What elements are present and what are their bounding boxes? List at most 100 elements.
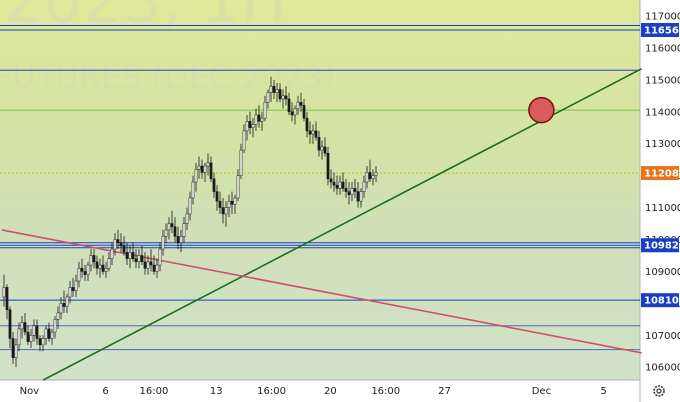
candle — [254, 108, 258, 131]
candle — [212, 172, 216, 198]
candle — [248, 111, 252, 135]
candle — [206, 153, 210, 176]
candle — [23, 312, 27, 336]
candle — [281, 89, 285, 109]
candle — [41, 335, 45, 352]
candle — [2, 274, 6, 307]
candle — [329, 169, 333, 189]
candle — [140, 245, 144, 266]
candle — [245, 114, 249, 141]
candle — [200, 159, 204, 179]
candle — [119, 233, 123, 253]
candle — [374, 166, 378, 183]
candle — [98, 258, 102, 278]
candle — [368, 159, 372, 183]
candle — [335, 175, 339, 195]
candle — [359, 188, 363, 208]
candle — [263, 95, 267, 122]
candle — [230, 191, 234, 214]
y-tick-label: 116000 — [645, 43, 680, 54]
target-marker — [528, 96, 555, 124]
candle — [152, 255, 156, 275]
candle — [80, 258, 84, 278]
candle — [107, 252, 111, 272]
candle — [332, 172, 336, 192]
x-tick-label: Dec — [532, 386, 551, 397]
candle — [305, 111, 309, 138]
candle — [131, 242, 135, 262]
price-badge-label: 109820 — [644, 241, 680, 252]
candle — [134, 249, 138, 269]
candle — [74, 274, 78, 297]
y-tick-label: 107000 — [645, 331, 680, 342]
watermark-line1: 2023, 1H — [4, 0, 287, 37]
price-badge-label: 116560 — [644, 26, 680, 37]
candle — [326, 146, 330, 186]
candle — [293, 105, 297, 125]
chart-background — [0, 0, 640, 380]
gear-icon[interactable] — [653, 385, 665, 397]
candle — [26, 325, 30, 345]
candle — [143, 252, 147, 275]
y-tick-label: 114000 — [645, 107, 680, 118]
candle — [191, 175, 195, 205]
candle — [65, 293, 69, 313]
candle — [59, 296, 63, 320]
candle — [266, 89, 270, 109]
candle — [218, 191, 222, 214]
y-tick-label: 106000 — [645, 363, 680, 374]
candle — [197, 156, 201, 179]
candle — [137, 249, 141, 269]
time-axis-background — [0, 380, 640, 402]
candle — [179, 229, 183, 253]
candle — [362, 175, 366, 198]
candle — [296, 95, 300, 115]
candle — [170, 210, 174, 234]
time-axis: Nov 6 16:00 13 16:00 20 16:00 27 Dec 5 — [20, 386, 607, 397]
candle — [311, 124, 315, 144]
candle — [194, 162, 198, 192]
candle — [203, 162, 207, 183]
y-tick-label: 117000 — [645, 11, 680, 22]
candle — [353, 178, 357, 198]
price-badge-label: 112080 — [644, 169, 680, 180]
candle — [284, 86, 288, 106]
candle — [128, 245, 132, 269]
candle — [185, 207, 189, 230]
price-axis-background — [640, 0, 680, 402]
candle — [29, 328, 33, 349]
target-circle — [528, 96, 555, 124]
price-badges: 116560 112080 109820 108100 — [641, 23, 680, 308]
x-tick-label: 16:00 — [140, 386, 169, 397]
candle — [47, 322, 51, 342]
candle — [242, 124, 246, 154]
candle — [272, 79, 276, 99]
candle — [173, 217, 177, 243]
candle — [71, 277, 75, 297]
candle — [317, 130, 321, 157]
candle — [14, 338, 18, 368]
candle — [275, 83, 279, 103]
candle — [17, 322, 21, 352]
y-tick-label: 109000 — [645, 267, 680, 278]
candle — [371, 169, 375, 186]
candle — [116, 229, 120, 250]
candle — [215, 185, 219, 211]
candles — [2, 76, 378, 368]
y-tick-label: 115000 — [645, 75, 680, 86]
candle — [155, 258, 159, 278]
price-badge-last-price — [641, 166, 679, 181]
watermark-line2: FUTURES (DEC 2023) — [0, 58, 336, 96]
candle — [299, 92, 303, 112]
candle — [278, 83, 282, 103]
x-tick-label: 20 — [324, 386, 337, 397]
candle — [269, 76, 273, 103]
candle — [239, 143, 243, 179]
candle — [257, 105, 261, 128]
candle — [5, 284, 9, 320]
candle — [83, 265, 87, 282]
candle — [122, 236, 126, 256]
candle — [20, 316, 24, 339]
candle — [236, 169, 240, 202]
